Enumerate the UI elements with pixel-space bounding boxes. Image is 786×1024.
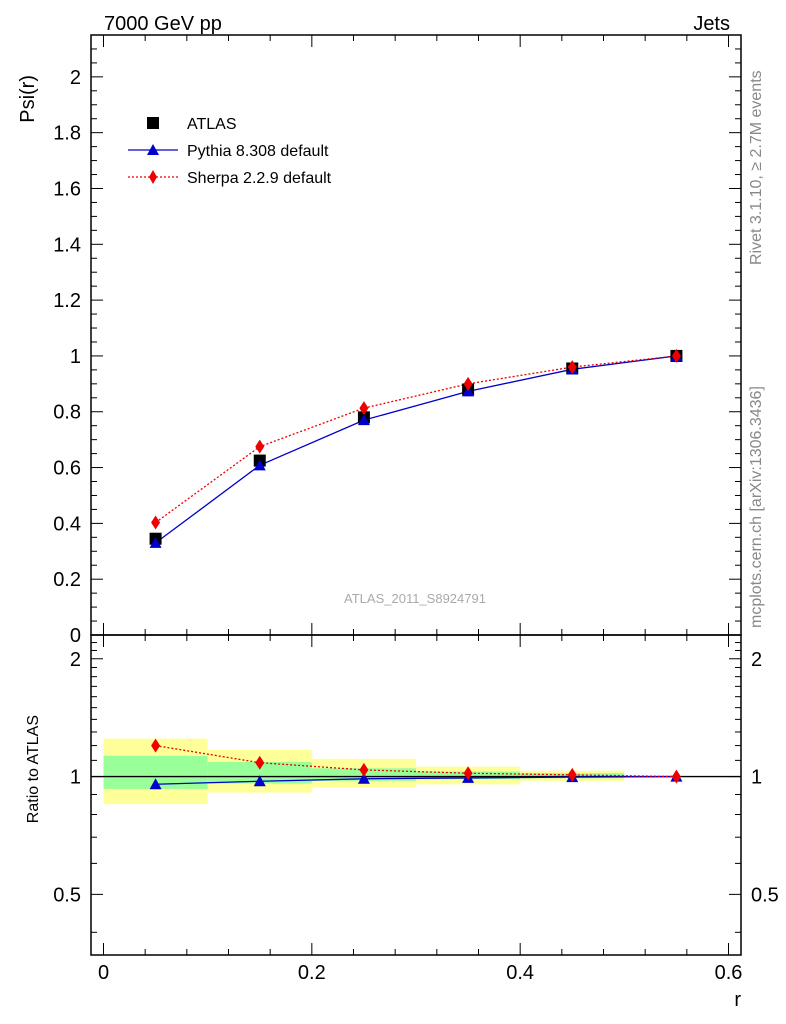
legend-label-atlas: ATLAS: [187, 116, 237, 133]
ratio-point-sherpa: [151, 738, 161, 753]
legend-marker-pythia: [147, 144, 159, 155]
legend: ATLAS Pythia 8.308 default Sherpa 2.2.9 …: [128, 116, 332, 187]
main-ytick-label: 0.6: [53, 458, 81, 480]
rivet-label: Rivet 3.1.10, ≥ 2.7M events: [748, 70, 765, 265]
ratio-xtick-label: 0.6: [715, 962, 743, 984]
main-point-sherpa: [359, 401, 369, 416]
main-ytick-label: 1.6: [53, 178, 81, 200]
ratio-point-sherpa: [255, 755, 265, 770]
main-ytick-label: 0.4: [53, 513, 81, 535]
ratio-ytick-label: 2: [70, 649, 81, 671]
x-axis-label: r: [734, 989, 741, 1011]
ratio-xtick-label: 0.2: [298, 962, 326, 984]
ratio-point-pythia: [357, 772, 370, 784]
header-left-label: 7000 GeV pp: [104, 13, 222, 35]
main-y-axis: 0 0.2 0.4 0.6 0.8 1 1.2 1.4 1.6 1.8 2: [53, 35, 741, 647]
ratio-xtick-label: 0.4: [506, 962, 534, 984]
mcplots-label: mcplots.cern.ch [arXiv:1306.3436]: [748, 386, 765, 628]
main-point-pythia: [149, 536, 162, 548]
main-ytick-label: 1.8: [53, 123, 81, 145]
main-ytick-label: 1.4: [53, 234, 81, 256]
ratio-panel: 0.5 0.5 1 1 2 2 0 0.2 0.4 0.6 Ratio to ATLAS r: [25, 634, 779, 1011]
ratio-point-sherpa: [463, 766, 473, 781]
main-point-sherpa: [255, 439, 265, 454]
ratio-line-pythia: [155, 775, 677, 785]
ratio-ytick-label-right: 2: [751, 649, 762, 671]
ratio-uncertainty-bands: [103, 738, 625, 805]
analysis-watermark: ATLAS_2011_S8924791: [344, 591, 486, 606]
legend-label-pythia: Pythia 8.308 default: [187, 143, 329, 160]
legend-label-sherpa: Sherpa 2.2.9 default: [187, 170, 332, 187]
main-point-pythia: [462, 385, 475, 397]
main-panel: 0 0.2 0.4 0.6 0.8 1 1.2 1.4 1.6 1.8 2 ATLAS_2011_S…: [17, 34, 742, 647]
main-point-sherpa: [151, 515, 161, 530]
ratio-point-sherpa: [567, 767, 577, 782]
ratio-frame: [90, 634, 742, 956]
ratio-point-sherpa: [359, 762, 369, 777]
main-ytick-label: 1.2: [53, 290, 81, 312]
main-ytick-label: 0.8: [53, 402, 81, 424]
main-line-pythia: [155, 355, 677, 544]
main-ytick-label: 2: [70, 67, 81, 89]
main-point-sherpa: [463, 376, 473, 391]
ratio-x-axis: 0 0.2 0.4 0.6: [98, 635, 742, 984]
ratio-ytick-label: 0.5: [53, 884, 81, 906]
main-point-pythia: [253, 459, 266, 471]
main-ytick-label: 0.2: [53, 569, 81, 591]
ratio-band-inner: [207, 761, 312, 784]
ratio-point-pythia: [253, 775, 266, 787]
main-point-sherpa: [567, 360, 577, 375]
ratio-y-axis: 0.5 0.5 1 1 2 2: [53, 642, 779, 933]
main-ytick-label: 1: [70, 346, 81, 368]
main-y-axis-label: Psi(r): [17, 75, 39, 123]
main-point-sherpa: [671, 348, 681, 363]
main-line-sherpa: [155, 355, 677, 524]
ratio-ytick-label-right: 1: [751, 767, 762, 789]
legend-marker-sherpa: [149, 170, 157, 184]
main-series-layer: [149, 348, 683, 548]
ratio-xtick-label: 0: [98, 962, 109, 984]
main-point-pythia: [357, 414, 370, 426]
ratio-y-axis-label: Ratio to ATLAS: [25, 715, 42, 823]
legend-marker-atlas: [147, 117, 159, 129]
ratio-ytick-label-right: 0.5: [751, 884, 779, 906]
ratio-point-sherpa: [671, 769, 681, 784]
ratio-series-layer: [91, 738, 741, 790]
header-right-label: Jets: [693, 13, 730, 35]
ratio-ytick-label: 1: [70, 767, 81, 789]
ratio-point-pythia: [149, 778, 162, 790]
main-ytick-label: 0: [70, 625, 81, 647]
